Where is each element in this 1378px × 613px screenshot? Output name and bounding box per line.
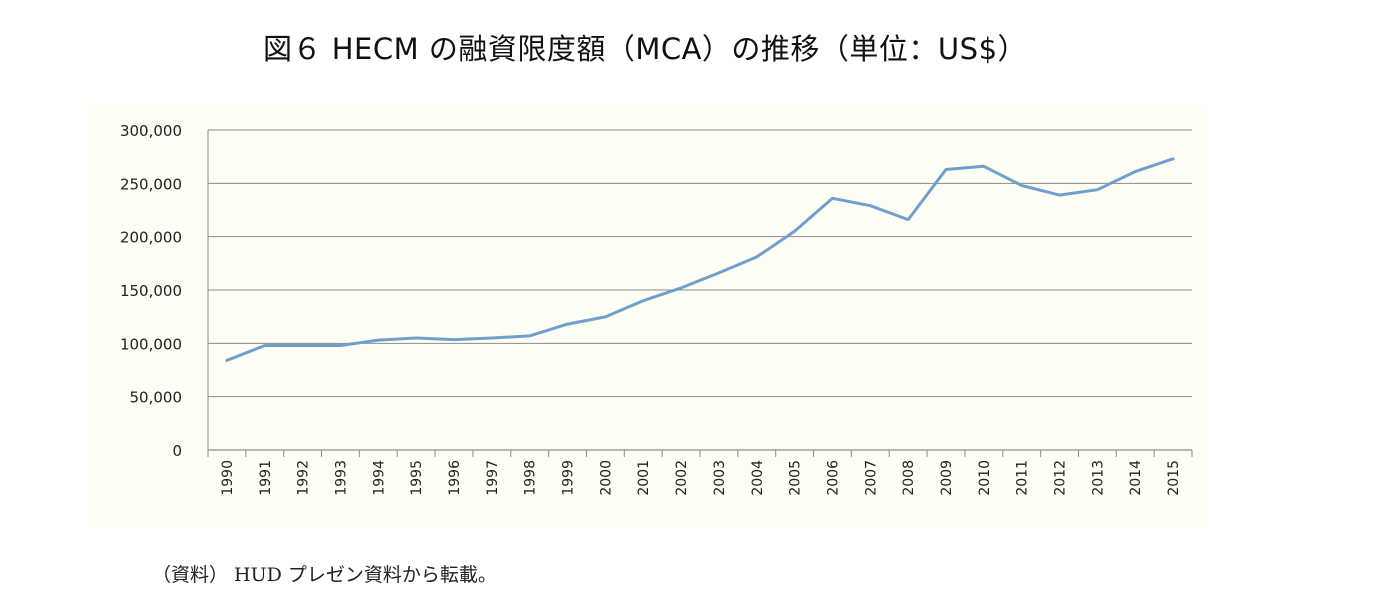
y-tick-label: 300,000: [120, 122, 182, 140]
y-tick-label: 50,000: [130, 389, 183, 407]
x-tick-label: 2002: [674, 460, 690, 496]
source-note: （資料） HUD プレゼン資料から転載。: [152, 564, 497, 586]
x-tick-label: 1992: [296, 460, 312, 496]
x-tick-label: 2010: [977, 460, 993, 496]
x-tick-label: 2007: [863, 460, 879, 496]
chart-area: 0 50,000 100,000 150,000 200,000 250,000 300,0…: [90, 104, 1208, 526]
x-tick-label: 2003: [712, 460, 728, 496]
x-tick-label: 2005: [788, 460, 804, 496]
x-tick-label: 2008: [901, 460, 917, 496]
y-tick-label: 0: [172, 442, 182, 460]
x-tick-label: 2004: [750, 460, 766, 496]
y-tick-label: 200,000: [120, 229, 182, 247]
chart-title: 図６ HECM の融資限度額（MCA）の推移（単位：US$）: [262, 32, 1028, 66]
x-tick-label: 2015: [1166, 460, 1182, 496]
x-tick-label: 1996: [447, 460, 463, 496]
x-tick-label: 1997: [485, 460, 501, 496]
x-tick-label: 1999: [561, 460, 577, 496]
x-tick-label: 2006: [825, 460, 841, 496]
y-tick-label: 250,000: [120, 175, 182, 193]
x-tick-label: 1994: [371, 460, 387, 496]
x-tick-label: 2009: [939, 460, 955, 496]
x-tick-label: 2011: [1015, 460, 1031, 496]
x-tick-label: 1993: [333, 460, 349, 496]
x-tick-label: 1991: [258, 460, 274, 496]
x-tick-label: 2014: [1128, 460, 1144, 496]
x-tick-label: 1995: [409, 460, 425, 496]
x-tick-label: 2013: [1090, 460, 1106, 496]
x-tick-label: 2001: [636, 460, 652, 496]
series-line: [225, 157, 1175, 362]
line-chart: 0 50,000 100,000 150,000 200,000 250,000 300,0…: [120, 122, 1193, 496]
x-tick-label: 2012: [1053, 460, 1069, 496]
y-tick-label: 150,000: [120, 282, 182, 300]
x-tick-label: 1990: [220, 460, 236, 496]
y-tick-label: 100,000: [120, 335, 182, 353]
x-tick-label: 2000: [598, 460, 614, 496]
x-tick-label: 1998: [523, 460, 539, 496]
